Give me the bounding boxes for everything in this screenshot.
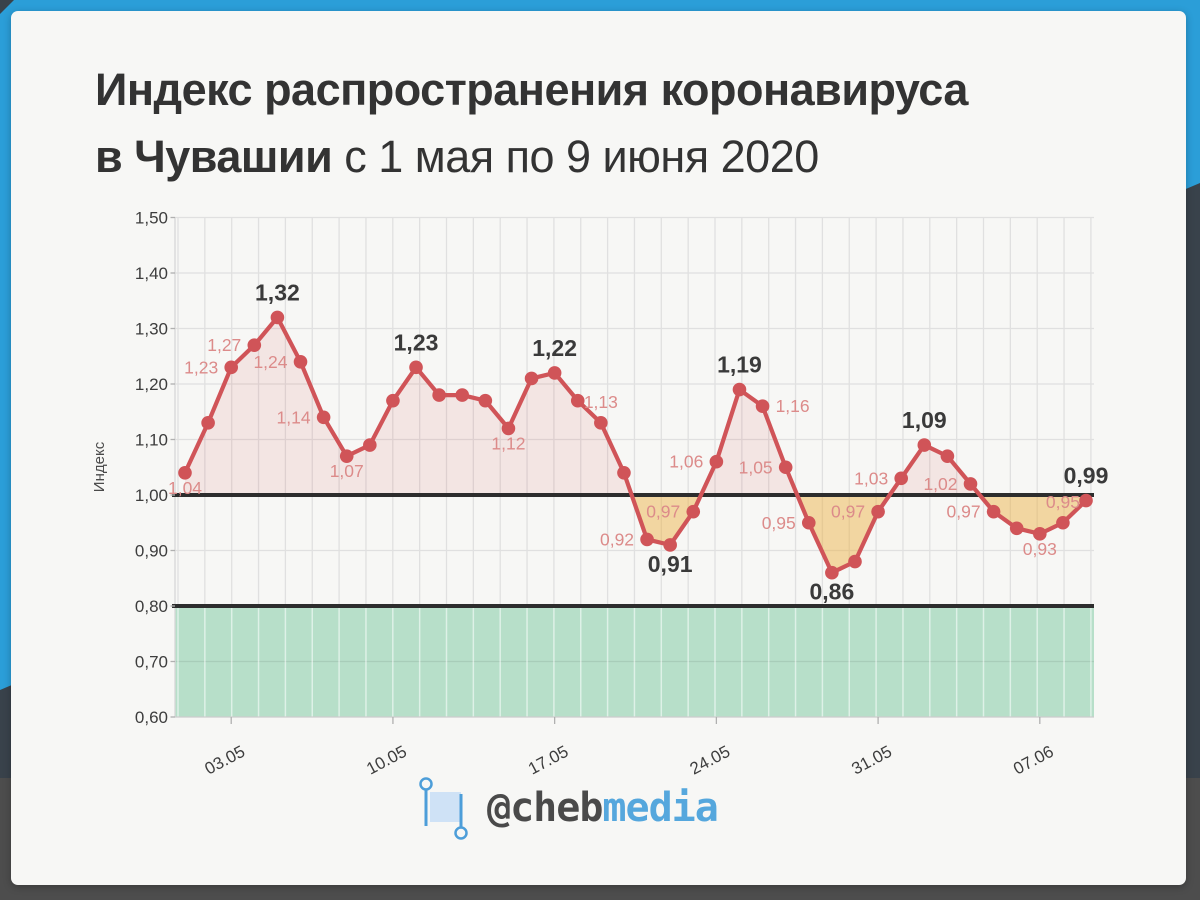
point-label-21.05: 0,92 — [600, 529, 634, 549]
x-tick-07.06: 07.06 — [1010, 742, 1056, 779]
y-tick-0,90: 0,90 — [135, 542, 168, 561]
point-label-28.05: 0,95 — [762, 513, 796, 533]
point-label-27.05: 1,05 — [739, 457, 773, 477]
point-label-05.06: 0,97 — [947, 502, 981, 522]
point-label-05.05: 1,32 — [255, 279, 300, 305]
title-line-2: в Чувашии с 1 мая по 9 июня 2020 — [95, 131, 819, 182]
y-tick-0,80: 0,80 — [135, 597, 168, 616]
point-label-29.05: 0,86 — [810, 579, 855, 605]
card — [11, 11, 1186, 885]
point-label-08.06: 0,95 — [1046, 492, 1080, 512]
x-tick-10.05: 10.05 — [363, 742, 409, 779]
y-tick-1,20: 1,20 — [135, 375, 168, 394]
index-line — [182, 315, 1089, 575]
title-line-1: Индекс распространения коронавируса — [95, 64, 968, 115]
x-tick-17.05: 17.05 — [525, 742, 571, 779]
chebmedia-handle: @chebmedia — [487, 785, 719, 831]
point-label-17.05: 1,22 — [532, 335, 577, 361]
markers — [178, 310, 1093, 580]
flag-banner-icon — [419, 777, 468, 840]
y-axis-title: Индекс — [91, 441, 108, 492]
point-label-24.05: 1,06 — [669, 452, 703, 472]
point-label-04.05: 1,27 — [207, 335, 241, 355]
chart-title: Индекс распространения коронавируса в Чу… — [95, 56, 1115, 190]
point-label-08.05: 1,07 — [330, 461, 364, 481]
y-tick-0,70: 0,70 — [135, 653, 168, 672]
chebmedia-logo: @chebmedia — [417, 776, 719, 840]
point-label-22.05: 0,91 — [648, 551, 693, 577]
y-tick-1,00: 1,00 — [135, 486, 168, 505]
y-tick-1,10: 1,10 — [135, 431, 168, 450]
point-label-03.05: 1,23 — [184, 357, 218, 377]
point-label-01.06: 1,03 — [854, 468, 888, 488]
point-label-09.06: 0,99 — [1064, 463, 1109, 489]
area-below-baseline — [185, 495, 1087, 573]
x-tick-31.05: 31.05 — [848, 742, 894, 779]
y-tick-1,50: 1,50 — [135, 209, 168, 228]
x-tick-03.05: 03.05 — [202, 742, 248, 779]
point-label-15.05: 1,12 — [491, 433, 525, 453]
area-above-baseline — [185, 317, 1087, 495]
point-label-06.05: 1,24 — [253, 352, 287, 372]
point-label-19.05: 1,13 — [584, 392, 618, 412]
handle-cheb: @cheb — [487, 785, 603, 831]
point-label-07.06: 0,93 — [1023, 539, 1057, 559]
point-label-25.05: 1,19 — [717, 352, 762, 378]
y-tick-1,30: 1,30 — [135, 320, 168, 339]
point-label-26.05: 1,16 — [776, 396, 810, 416]
x-tick-24.05: 24.05 — [687, 742, 733, 779]
point-label-07.05: 1,14 — [277, 407, 311, 427]
data-labels: 1,041,231,271,321,241,141,071,231,121,22… — [168, 279, 1108, 604]
gridlines — [174, 216, 1094, 718]
point-label-02.06: 1,09 — [902, 407, 947, 433]
y-tick-1,40: 1,40 — [135, 264, 168, 283]
y-tick-0,60: 0,60 — [135, 708, 168, 727]
handle-media: media — [602, 785, 718, 831]
point-label-01.05: 1,04 — [168, 478, 202, 498]
point-label-31.05: 0,97 — [831, 502, 865, 522]
point-label-23.05: 0,97 — [646, 502, 680, 522]
point-label-11.05: 1,23 — [394, 329, 439, 355]
point-label-04.06: 1,02 — [923, 474, 957, 494]
